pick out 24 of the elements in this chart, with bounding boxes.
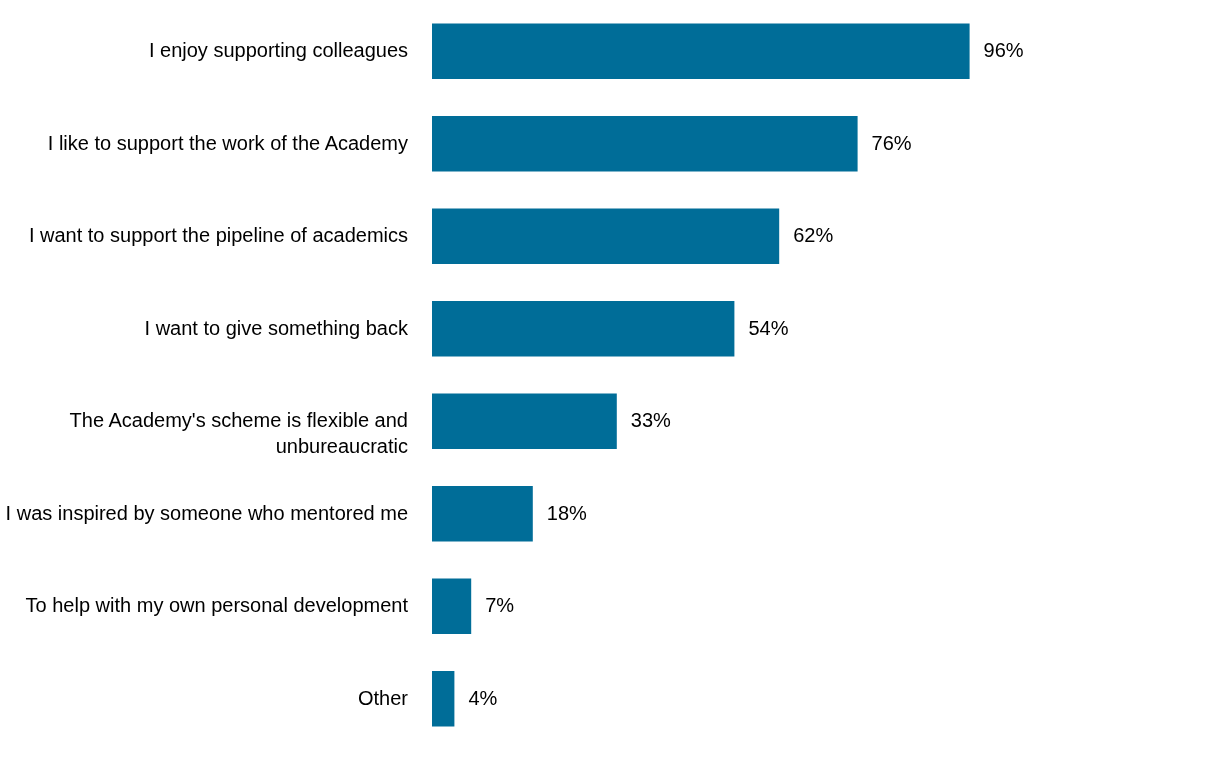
bar xyxy=(432,486,533,542)
bar xyxy=(432,301,735,357)
bar xyxy=(432,208,780,264)
data-label: 62% xyxy=(793,224,834,247)
y-tick-label: I like to support the work of the Academy xyxy=(47,131,408,154)
bar xyxy=(432,393,617,449)
data-label: 7% xyxy=(485,594,515,617)
data-label: 54% xyxy=(748,316,789,339)
bar xyxy=(432,116,858,172)
y-tick-label: I enjoy supporting colleagues xyxy=(148,39,408,62)
data-label: 33% xyxy=(630,409,672,432)
data-label: 18% xyxy=(546,501,588,524)
y-tick-label: Other xyxy=(357,686,409,709)
y-tick-label: I want to support the pipeline of academics xyxy=(28,224,408,247)
y-tick-label: To help with my own personal development xyxy=(25,594,409,617)
y-tick-label: I want to give something back xyxy=(144,316,409,339)
y-tick-label: The Academy's scheme is flexible and unbureaucratic xyxy=(69,409,408,458)
bar xyxy=(432,671,455,727)
data-label: 96% xyxy=(983,39,1024,62)
bar xyxy=(432,578,472,634)
bar xyxy=(432,23,970,79)
y-tick-label: I was inspired by someone who mentored me xyxy=(5,501,408,524)
data-label: 4% xyxy=(468,686,498,709)
data-label: 76% xyxy=(871,131,912,154)
